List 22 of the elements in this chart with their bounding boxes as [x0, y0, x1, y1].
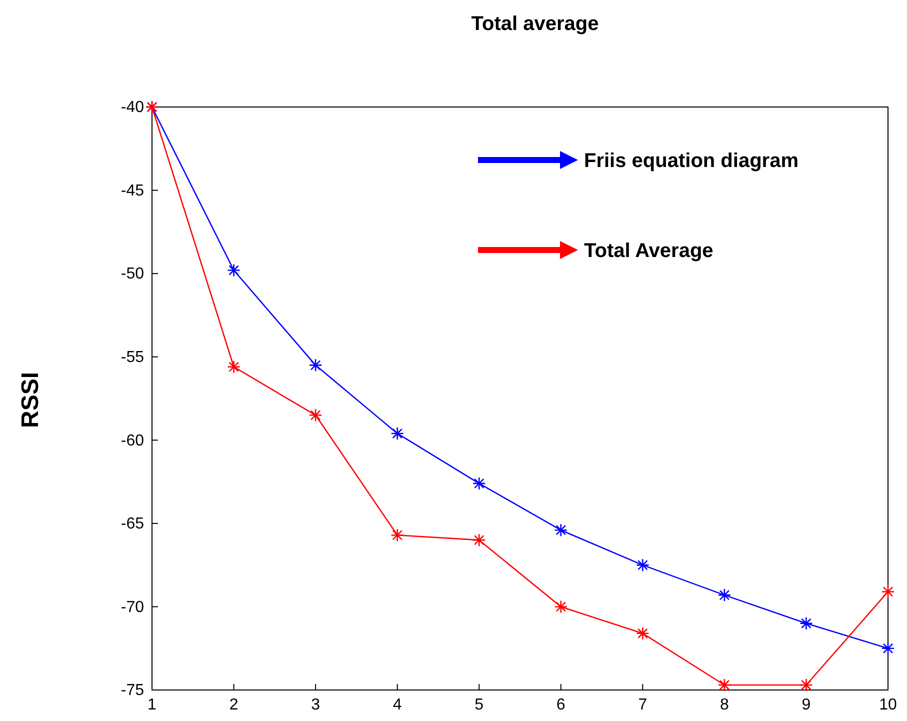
- legend-label: Total Average: [584, 240, 714, 262]
- x-tick-label: 7: [638, 696, 648, 714]
- y-tick-label: -40: [120, 99, 144, 116]
- x-tick-label: 6: [556, 696, 566, 714]
- x-tick-label: 9: [802, 696, 811, 714]
- x-tick-label: 5: [474, 696, 484, 714]
- chart-title: Total average: [471, 13, 599, 35]
- x-tick-label: 2: [229, 696, 238, 714]
- x-tick-label: 8: [720, 696, 729, 714]
- y-tick-label: -50: [120, 266, 144, 283]
- y-tick-label: -70: [120, 598, 144, 616]
- y-axis-title: RSSI: [17, 372, 44, 428]
- x-tick-label: 4: [392, 696, 402, 714]
- y-tick-label: -75: [120, 682, 144, 700]
- x-tick-label: 1: [148, 696, 157, 714]
- x-tick-label: 10: [879, 696, 897, 714]
- x-tick-label: 3: [311, 696, 320, 714]
- y-tick-label: -60: [120, 432, 144, 450]
- legend-label: Friis equation diagram: [584, 150, 798, 172]
- y-tick-label: -55: [120, 348, 144, 366]
- y-tick-label: -45: [120, 182, 144, 200]
- y-tick-label: -65: [120, 516, 144, 533]
